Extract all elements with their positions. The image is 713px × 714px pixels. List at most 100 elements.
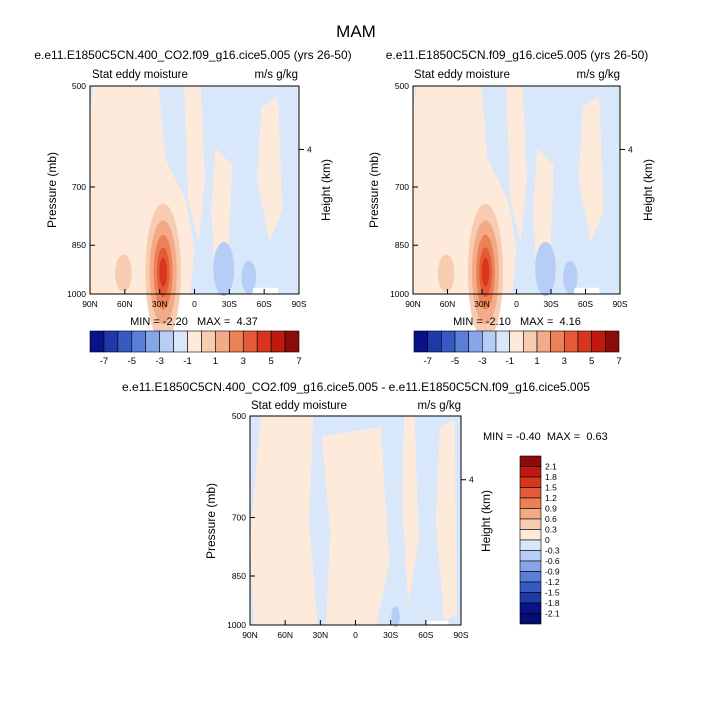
field-negative-patch <box>241 260 257 294</box>
colorbar-label: 2.1 <box>545 462 557 472</box>
x-tick-label: 90N <box>242 630 258 640</box>
colorbar-box <box>564 330 579 353</box>
panel-1-title: e.e11.E1850C5CN.400_CO2.f09_g16.cice5.00… <box>34 48 351 62</box>
panel-2: e.e11.E1850C5CN.f09_g16.cice5.005 (yrs 2… <box>367 48 655 367</box>
field-maximum-contour <box>159 257 167 287</box>
panel-1-min-max: MIN = -2.20 MAX = 4.37 <box>130 316 258 328</box>
field-positive-band <box>321 426 390 625</box>
field-positive-band <box>257 96 283 243</box>
colorbar-box <box>536 330 551 353</box>
colorbar-box <box>519 560 542 572</box>
y-tick-label: 500 <box>72 81 86 91</box>
panel-1: e.e11.E1850C5CN.400_CO2.f09_g16.cice5.00… <box>34 48 351 367</box>
colorbar-box <box>519 550 542 562</box>
colorbar-box <box>270 330 286 353</box>
colorbar-box <box>117 330 133 353</box>
colorbar-box <box>519 518 542 530</box>
colorbar-label: -1.2 <box>545 577 560 587</box>
x-tick-label: 30S <box>543 299 558 309</box>
colorbar-label: 3 <box>562 356 567 367</box>
colorbar-label: -0.6 <box>545 556 560 566</box>
x-tick-label: 90S <box>612 299 627 309</box>
panel-2-plot-area <box>412 85 621 341</box>
colorbar-box <box>131 330 147 353</box>
colorbar-label: 1 <box>534 356 539 367</box>
panel-1-plot-area <box>89 85 300 341</box>
field-positive-band <box>435 420 457 621</box>
panel-1-left-label: Stat eddy moisture <box>92 69 188 81</box>
colorbar-box <box>187 330 202 353</box>
field-negative-patch <box>391 606 400 628</box>
colorbar-label: -1 <box>183 356 191 367</box>
y-tick-label: 850 <box>232 571 246 581</box>
panel-3: e.e11.E1850C5CN.400_CO2.f09_g16.cice5.00… <box>122 380 608 640</box>
field-maximum-contour <box>481 257 490 287</box>
field-negative-patch <box>563 260 578 294</box>
x-tick-label: 60S <box>418 630 433 640</box>
colorbar-label: -5 <box>451 356 459 367</box>
colorbar-label: 1.8 <box>545 472 557 482</box>
panel-1-y-ticks: 500 700 850 1000 <box>67 81 95 299</box>
colorbar-box <box>519 602 542 614</box>
colorbar-box <box>229 330 244 353</box>
y-tick-label: 1000 <box>67 289 86 299</box>
field-missing-region <box>253 287 279 294</box>
colorbar-label: -2.1 <box>545 609 560 619</box>
colorbar-box <box>173 330 188 353</box>
colorbar-box <box>519 539 542 551</box>
panel-2-x-ticks: 90N 60N 30N 0 30S 60S 90S <box>405 289 628 309</box>
colorbar-label: -3 <box>478 356 486 367</box>
panel-1-right-ticks: 4 <box>299 144 312 154</box>
panel-2-min-max: MIN = -2.10 MAX = 4.16 <box>453 316 581 328</box>
colorbar-label: 3 <box>241 356 246 367</box>
colorbar-label: 0.6 <box>545 514 557 524</box>
y-tick-label: 850 <box>395 240 409 250</box>
colorbar-label: -7 <box>100 356 108 367</box>
y-tick-label: 700 <box>72 182 86 192</box>
colorbar-label: 0 <box>545 535 550 545</box>
x-tick-label: 30N <box>313 630 329 640</box>
field-positive-band <box>401 416 419 605</box>
right-tick-label: 4 <box>307 144 312 154</box>
colorbar-label: -3 <box>155 356 163 367</box>
panel-3-min-max: MIN = -0.40 MAX = 0.63 <box>483 431 608 443</box>
field-positive-band <box>184 86 205 242</box>
colorbar-box <box>519 529 542 541</box>
panel-3-ylabel: Pressure (mb) <box>204 483 218 559</box>
colorbar-label: 1.2 <box>545 493 557 503</box>
field-positive-patch <box>437 254 455 292</box>
x-tick-label: 30N <box>152 299 168 309</box>
colorbar-label: 1.5 <box>545 483 557 493</box>
panel-2-right-axis-label: Height (km) <box>641 159 655 221</box>
panel-1-right-axis-label: Height (km) <box>319 159 333 221</box>
colorbar-box <box>519 487 542 499</box>
y-tick-label: 700 <box>395 182 409 192</box>
right-tick-label: 4 <box>628 144 633 154</box>
colorbar-box <box>159 330 174 353</box>
colorbar-box <box>145 330 160 353</box>
y-tick-label: 1000 <box>227 620 246 630</box>
colorbar-box <box>605 330 620 353</box>
colorbar-box <box>519 508 542 520</box>
colorbar-label: 5 <box>589 356 594 367</box>
x-tick-label: 60S <box>578 299 593 309</box>
colorbar-box <box>215 330 230 353</box>
x-tick-label: 60S <box>257 299 272 309</box>
x-tick-label: 30S <box>222 299 237 309</box>
panel-3-right-axis-label: Height (km) <box>479 490 493 552</box>
x-tick-label: 90N <box>82 299 98 309</box>
x-tick-label: 60N <box>277 630 293 640</box>
y-tick-label: 500 <box>232 411 246 421</box>
colorbar-box <box>89 330 105 353</box>
panel-2-right-label: m/s g/kg <box>577 69 620 81</box>
colorbar-box <box>519 476 542 488</box>
colorbar-label: -1 <box>505 356 513 367</box>
panel-1-x-ticks: 90N 60N 30N 0 30S 60S 90S <box>82 289 307 309</box>
colorbar-box <box>550 330 565 353</box>
colorbar-box <box>482 330 497 353</box>
right-tick-label: 4 <box>469 475 474 485</box>
colorbar-box <box>468 330 483 353</box>
page-title: MAM <box>336 22 376 41</box>
colorbar-label: 0.9 <box>545 504 557 514</box>
